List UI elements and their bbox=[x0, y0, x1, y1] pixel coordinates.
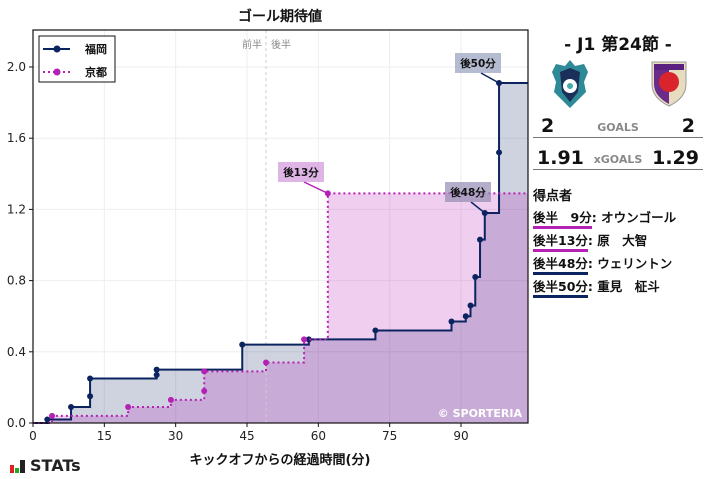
line-kyoto bbox=[33, 192, 528, 424]
bar-chart-icon bbox=[10, 459, 25, 473]
x-axis-label: キックオフからの経過時間(分) bbox=[189, 453, 371, 468]
data-point bbox=[44, 416, 51, 423]
data-point bbox=[125, 403, 132, 410]
grid bbox=[33, 30, 528, 423]
data-point bbox=[263, 359, 270, 366]
scorer-name: 重見 柾斗 bbox=[597, 279, 660, 294]
xg-chart: 前半 後半 0 15 30 45 60 75 90 0.0 0.4 0.8 1.2 1.6 2.0 後5… bbox=[7, 29, 529, 443]
scorer-item: 後半 9分: オウンゴール bbox=[533, 208, 703, 231]
scorer-item: 後半13分: 原 大智 bbox=[533, 231, 703, 254]
chart-title: ゴール期待値 bbox=[238, 9, 322, 25]
legend-label-fukuoka: 福岡 bbox=[84, 42, 107, 56]
svg-text:2.0: 2.0 bbox=[7, 60, 26, 74]
data-point bbox=[87, 375, 94, 382]
svg-text:60: 60 bbox=[311, 429, 326, 443]
data-point bbox=[462, 313, 469, 320]
second-half-label: 後半 bbox=[271, 38, 291, 51]
goals-label: GOALS bbox=[597, 121, 639, 134]
scorer-time: 後半 9分 bbox=[533, 209, 592, 229]
annotation-label: 後13分 bbox=[282, 166, 319, 179]
annotation-label: 後50分 bbox=[459, 57, 496, 70]
data-point bbox=[472, 274, 479, 281]
fukuoka-crest-icon bbox=[552, 60, 588, 108]
svg-text:15: 15 bbox=[97, 429, 112, 443]
data-point bbox=[68, 403, 75, 410]
data-point bbox=[372, 327, 379, 334]
data-point bbox=[301, 336, 308, 343]
svg-text:0.8: 0.8 bbox=[7, 274, 26, 288]
scorer-name: オウンゴール bbox=[601, 210, 677, 225]
legend-marker-kyoto bbox=[53, 68, 61, 76]
data-point bbox=[201, 368, 208, 375]
data-point bbox=[167, 396, 174, 403]
xgoals-row: 1.91 xGOALS 1.29 bbox=[533, 146, 703, 170]
data-point bbox=[496, 149, 503, 156]
goals-row: 2 GOALS 2 bbox=[533, 115, 703, 138]
scorer-item: 後半50分: 重見 柾斗 bbox=[533, 277, 703, 300]
svg-text:1.6: 1.6 bbox=[7, 131, 26, 145]
kyoto-crest-icon bbox=[651, 61, 687, 107]
scorer-name: 原 大智 bbox=[597, 233, 648, 248]
svg-text:90: 90 bbox=[453, 429, 468, 443]
annotation-label: 後48分 bbox=[449, 186, 486, 199]
scorer-time: 後半13分 bbox=[533, 232, 588, 252]
area-kyoto bbox=[33, 193, 528, 423]
svg-text:0.0: 0.0 bbox=[7, 416, 26, 430]
away-goals: 2 bbox=[681, 115, 695, 137]
data-point bbox=[153, 366, 160, 373]
scorers-title: 得点者 bbox=[533, 189, 573, 204]
svg-text:75: 75 bbox=[382, 429, 397, 443]
data-point bbox=[477, 236, 484, 243]
home-xgoals: 1.91 bbox=[537, 147, 584, 169]
data-point bbox=[239, 341, 246, 348]
scorers-list: 後半 9分: オウンゴール 後半13分: 原 大智 後半48分: ウェリントン … bbox=[533, 208, 703, 300]
svg-text:0.4: 0.4 bbox=[7, 345, 26, 359]
legend-label-kyoto: 京都 bbox=[85, 65, 107, 79]
data-point bbox=[201, 387, 208, 394]
scorer-time: 後半50分 bbox=[533, 278, 588, 298]
brand-name: STATs bbox=[30, 456, 81, 475]
legend-marker-fukuoka bbox=[53, 45, 61, 53]
data-point bbox=[305, 336, 312, 343]
home-goals: 2 bbox=[541, 115, 555, 137]
data-point bbox=[467, 302, 474, 309]
data-point bbox=[87, 393, 94, 400]
svg-text:30: 30 bbox=[168, 429, 183, 443]
away-xgoals: 1.29 bbox=[652, 147, 699, 169]
first-half-label: 前半 bbox=[242, 38, 262, 51]
watermark: © SPORTERIA bbox=[438, 407, 523, 420]
scorer-name: ウェリントン bbox=[597, 256, 673, 271]
data-point bbox=[153, 371, 160, 378]
data-point bbox=[448, 318, 455, 325]
axes: 0 15 30 45 60 75 90 0.0 0.4 0.8 1.2 1.6 2.0 bbox=[7, 60, 469, 443]
svg-text:1.2: 1.2 bbox=[7, 202, 26, 216]
round-title: - J1 第24節 - bbox=[564, 35, 672, 55]
data-point bbox=[49, 412, 56, 419]
xgoals-label: xGOALS bbox=[593, 153, 643, 166]
stats-logo: STATs bbox=[10, 456, 81, 475]
svg-text:0: 0 bbox=[29, 429, 37, 443]
svg-text:45: 45 bbox=[239, 429, 254, 443]
scorer-time: 後半48分 bbox=[533, 255, 588, 275]
plot-frame bbox=[32, 29, 529, 424]
scorer-item: 後半48分: ウェリントン bbox=[533, 254, 703, 277]
area-fukuoka bbox=[33, 83, 528, 424]
legend: 福岡 京都 bbox=[38, 35, 116, 83]
